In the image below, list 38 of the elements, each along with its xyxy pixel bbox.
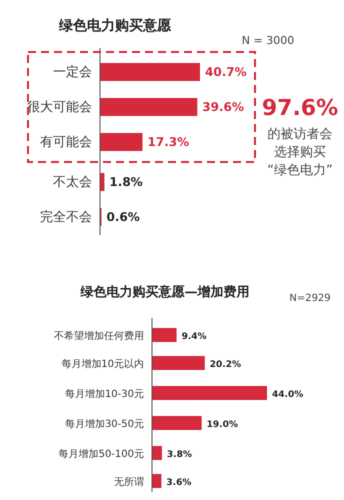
data-label: 0.6% xyxy=(106,210,140,224)
bar xyxy=(152,474,162,488)
data-label: 40.7% xyxy=(205,65,247,79)
text: 97.6% xyxy=(262,96,338,121)
y-tick-label: 每月增加50-100元 xyxy=(58,448,144,460)
chart-title: 绿色电力购买意愿 xyxy=(58,17,172,34)
bar xyxy=(100,63,200,81)
data-label: 19.0% xyxy=(206,420,238,430)
bar xyxy=(152,386,267,400)
y-tick-label: 每月增加10-30元 xyxy=(64,388,144,400)
data-label: 39.6% xyxy=(202,100,244,114)
data-label: 1.8% xyxy=(109,175,143,189)
chart-title: 绿色电力购买意愿—增加费用 xyxy=(80,284,250,300)
bar xyxy=(152,446,162,460)
y-tick-label: 每月增加10元以内 xyxy=(61,358,144,370)
text: 选择购买 xyxy=(274,145,326,160)
data-label: 9.4% xyxy=(182,332,207,342)
y-tick-label: 完全不会 xyxy=(40,209,92,225)
bar xyxy=(100,98,198,116)
bar xyxy=(152,416,202,430)
data-label: 17.3% xyxy=(148,135,190,149)
text: “绿色电力” xyxy=(267,163,333,178)
data-label: 44.0% xyxy=(272,390,304,400)
y-tick-label: 不希望增加任何费用 xyxy=(54,330,144,342)
y-tick-label: 一定会 xyxy=(53,65,92,80)
text: N = 3000 xyxy=(242,34,294,47)
data-label: 3.6% xyxy=(166,478,192,488)
data-label: 3.8% xyxy=(166,450,192,460)
y-tick-label: 有可能会 xyxy=(40,135,92,150)
text: 的被访者会 xyxy=(268,126,332,142)
bar xyxy=(152,328,177,342)
y-tick-label: 不太会 xyxy=(53,175,92,190)
data-label: 20.2% xyxy=(210,360,242,370)
text: N=2929 xyxy=(289,293,331,304)
y-tick-label: 每月增加30-50元 xyxy=(64,418,144,430)
y-tick-label: 无所谓 xyxy=(114,476,144,488)
bar xyxy=(152,356,205,370)
y-tick-label: 很大可能会 xyxy=(27,100,92,115)
